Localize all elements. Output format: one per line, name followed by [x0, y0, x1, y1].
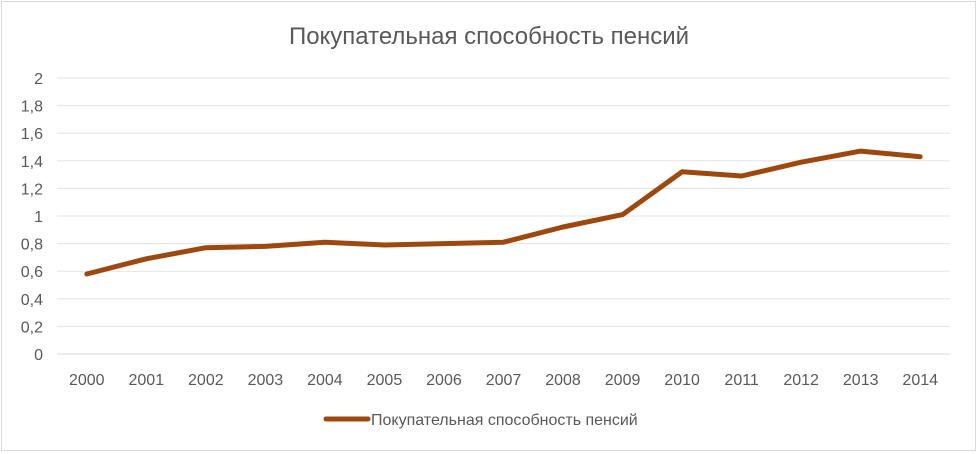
x-tick-label: 2004	[307, 372, 343, 389]
x-tick-label: 2014	[902, 372, 938, 389]
y-tick-label: 0,8	[21, 237, 43, 254]
y-tick-label: 1	[34, 209, 43, 226]
legend: Покупательная способность пенсий	[323, 412, 638, 429]
x-tick-label: 2003	[248, 372, 284, 389]
x-tick-label: 2001	[129, 372, 165, 389]
x-tick-label: 2012	[783, 372, 819, 389]
chart-title: Покупательная способность пенсий	[289, 23, 689, 50]
y-tick-label: 0,2	[21, 319, 43, 336]
x-tick-label: 2007	[486, 372, 522, 389]
x-tick-label: 2002	[188, 372, 224, 389]
y-tick-label: 1,2	[21, 181, 43, 198]
y-tick-label: 0	[34, 347, 43, 364]
x-tick-label: 2006	[426, 372, 462, 389]
x-tick-label: 2000	[69, 372, 105, 389]
x-tick-label: 2005	[367, 372, 403, 389]
y-tick-label: 0,4	[21, 292, 43, 309]
series-layer	[84, 148, 923, 277]
y-tick-label: 0,6	[21, 264, 43, 281]
series-line	[84, 148, 923, 277]
legend-label: Покупательная способность пенсий	[371, 412, 638, 429]
y-tick-label: 1,6	[21, 126, 43, 143]
x-tick-label: 2010	[664, 372, 700, 389]
y-tick-label: 1,8	[21, 99, 43, 116]
x-tick-label: 2011	[724, 372, 759, 389]
y-tick-label: 2	[34, 71, 43, 88]
y-axis-tick-labels: 0 0,2 0,4 0,6 0,8 1 1,2 1,4 1,6 1,8 2	[21, 71, 43, 364]
x-tick-label: 2008	[545, 372, 581, 389]
x-axis-tick-labels: 2000 2001 2002 2003 2004 2005 2006 2007 2008 2009…	[69, 372, 938, 389]
gridlines	[57, 77, 950, 355]
y-tick-label: 1,4	[21, 154, 43, 171]
x-tick-label: 2009	[605, 372, 641, 389]
x-tick-label: 2013	[843, 372, 879, 389]
